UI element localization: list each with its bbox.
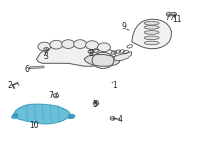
Text: 2: 2 bbox=[8, 81, 13, 90]
Ellipse shape bbox=[144, 21, 159, 25]
Text: 4: 4 bbox=[117, 115, 122, 124]
Text: 9: 9 bbox=[121, 22, 126, 31]
Text: 1: 1 bbox=[113, 81, 117, 90]
Text: 6: 6 bbox=[24, 65, 29, 74]
Polygon shape bbox=[132, 19, 172, 49]
Ellipse shape bbox=[98, 43, 110, 52]
Ellipse shape bbox=[144, 31, 159, 34]
Polygon shape bbox=[67, 115, 75, 119]
Ellipse shape bbox=[144, 41, 159, 45]
Text: 8: 8 bbox=[89, 49, 93, 58]
Text: 10: 10 bbox=[30, 121, 39, 130]
Polygon shape bbox=[84, 55, 120, 66]
Ellipse shape bbox=[86, 41, 99, 50]
Polygon shape bbox=[114, 52, 132, 60]
Ellipse shape bbox=[50, 40, 63, 49]
Polygon shape bbox=[36, 44, 116, 66]
Polygon shape bbox=[12, 114, 17, 119]
Ellipse shape bbox=[74, 40, 87, 49]
Text: 3: 3 bbox=[43, 52, 48, 61]
Text: 11: 11 bbox=[172, 15, 181, 24]
Polygon shape bbox=[13, 104, 70, 124]
Ellipse shape bbox=[144, 36, 159, 40]
Text: 5: 5 bbox=[93, 100, 97, 109]
Ellipse shape bbox=[144, 26, 159, 29]
Text: 7: 7 bbox=[48, 91, 53, 100]
Ellipse shape bbox=[62, 40, 75, 49]
Ellipse shape bbox=[38, 42, 51, 51]
